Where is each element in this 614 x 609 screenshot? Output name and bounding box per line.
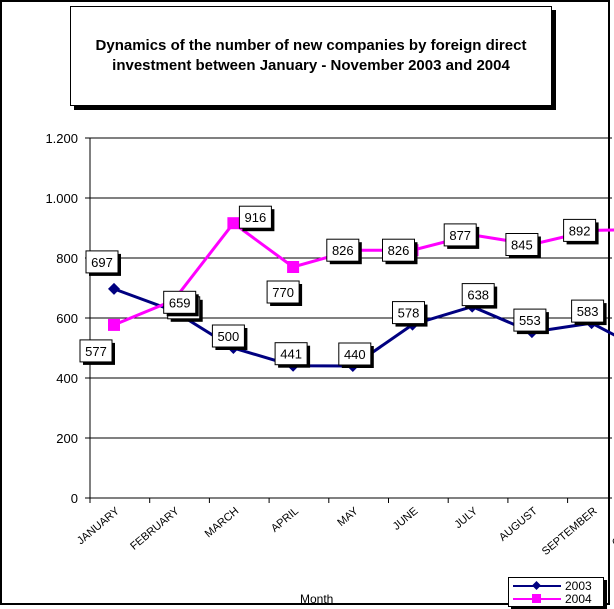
y-tick-label: 1.000 — [45, 191, 78, 206]
x-tick-label: AUGUST — [497, 505, 540, 544]
x-tick-label: FEBRUARY — [128, 505, 182, 553]
data-label-2003: 440 — [338, 342, 374, 368]
svg-text:826: 826 — [388, 243, 410, 258]
x-tick-label: JANUARY — [75, 505, 122, 547]
svg-text:578: 578 — [398, 306, 420, 321]
data-label-2004: 892 — [563, 218, 599, 245]
y-tick-label: 1.200 — [45, 131, 78, 146]
svg-text:697: 697 — [91, 255, 113, 270]
legend-item-2004: 2004 — [509, 592, 605, 606]
data-label-2004: 826 — [326, 238, 362, 265]
data-label-2003: 638 — [461, 283, 498, 309]
x-tick-label: JUNE — [391, 505, 421, 533]
svg-text:892: 892 — [569, 223, 591, 238]
svg-text:659: 659 — [169, 295, 191, 310]
x-tick-label: APRIL — [269, 505, 301, 535]
data-point-2004 — [108, 318, 120, 331]
chart-title: Dynamics of the number of new companies … — [95, 37, 527, 74]
svg-text:826: 826 — [332, 243, 354, 258]
data-label-2003: 697 — [85, 250, 121, 276]
legend-label-2003: 2003 — [565, 579, 592, 593]
data-label-2004: 826 — [382, 238, 418, 265]
x-tick-label: MAY — [335, 505, 361, 529]
chart-legend: 2003 2004 — [508, 577, 604, 607]
data-label-2004: 877 — [443, 223, 480, 249]
data-label-2004: 770 — [266, 280, 303, 306]
svg-text:770: 770 — [272, 285, 294, 300]
data-label-2004: 659 — [163, 290, 199, 317]
legend-item-2003: 2003 — [509, 579, 605, 593]
data-label-2003: 578 — [392, 301, 428, 327]
data-label-2003: 500 — [211, 324, 248, 350]
chart-title-box: Dynamics of the number of new companies … — [70, 6, 552, 106]
y-tick-label: 0 — [71, 491, 78, 506]
svg-text:440: 440 — [344, 347, 366, 362]
data-point-2003 — [108, 282, 120, 295]
y-tick-label: 600 — [56, 311, 78, 326]
x-tick-label: OCTOBER — [610, 505, 614, 549]
x-axis-label: Month — [300, 592, 334, 606]
legend-square-marker — [532, 594, 541, 603]
data-label-2003: 553 — [513, 308, 549, 335]
svg-text:583: 583 — [577, 304, 599, 319]
data-point-2004 — [227, 217, 240, 230]
svg-text:916: 916 — [245, 210, 267, 225]
svg-text:845: 845 — [511, 238, 533, 253]
svg-text:577: 577 — [85, 344, 107, 359]
x-tick-label: SEPTEMBER — [540, 505, 600, 558]
legend-label-2004: 2004 — [565, 592, 592, 606]
data-label-2004: 916 — [238, 205, 275, 232]
svg-text:877: 877 — [449, 228, 471, 243]
legend-diamond-marker — [532, 581, 541, 590]
data-label-2003: 583 — [571, 299, 607, 326]
data-label-2003: 441 — [274, 342, 311, 368]
x-tick-label: JULY — [452, 505, 480, 531]
data-label-2004: 577 — [79, 339, 115, 365]
series-line-2003 — [113, 287, 614, 368]
y-tick-label: 400 — [56, 371, 78, 386]
svg-text:500: 500 — [218, 329, 240, 344]
svg-text:441: 441 — [280, 347, 302, 362]
y-tick-label: 200 — [56, 431, 78, 446]
svg-text:553: 553 — [519, 313, 541, 328]
data-point-2004 — [287, 261, 300, 273]
x-tick-label: MARCH — [203, 505, 242, 540]
data-label-2004: 845 — [505, 233, 541, 259]
y-tick-label: 800 — [56, 251, 78, 266]
svg-text:638: 638 — [467, 288, 489, 303]
